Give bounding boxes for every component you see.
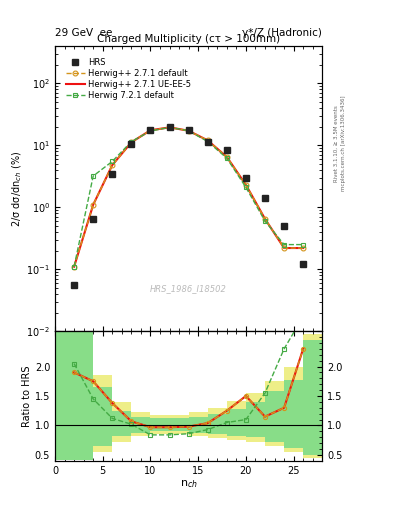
Herwig 7.2.1 default [244,184,248,190]
Herwig 7.2.1 default [110,158,115,164]
Herwig 7.2.1 default [129,139,134,145]
Herwig++ 2.7.1 default [72,264,77,270]
Herwig++ 2.7.1 UE-EE-5 [263,216,267,222]
HRS [91,216,95,222]
HRS [167,123,172,130]
Herwig++ 2.7.1 UE-EE-5 [224,154,229,160]
HRS [206,139,210,145]
Herwig 7.2.1 default [167,124,172,131]
Text: γ*/Z (Hadronic): γ*/Z (Hadronic) [242,28,322,38]
Herwig++ 2.7.1 default [244,182,248,188]
Herwig++ 2.7.1 UE-EE-5 [167,124,172,131]
Herwig 7.2.1 default [206,139,210,145]
Herwig++ 2.7.1 UE-EE-5 [110,162,115,168]
Herwig 7.2.1 default [301,242,305,248]
HRS [244,175,248,181]
HRS [301,261,305,267]
Herwig++ 2.7.1 UE-EE-5 [206,137,210,143]
Herwig++ 2.7.1 default [129,139,134,145]
Line: HRS: HRS [72,124,306,288]
Legend: HRS, Herwig++ 2.7.1 default, Herwig++ 2.7.1 UE-EE-5, Herwig 7.2.1 default: HRS, Herwig++ 2.7.1 default, Herwig++ 2.… [64,56,193,101]
Line: Herwig 7.2.1 default: Herwig 7.2.1 default [72,125,306,269]
Herwig++ 2.7.1 UE-EE-5 [129,139,134,145]
Herwig 7.2.1 default [186,127,191,134]
Herwig++ 2.7.1 UE-EE-5 [72,264,77,270]
Herwig++ 2.7.1 default [263,216,267,222]
HRS [72,282,77,288]
Herwig++ 2.7.1 default [301,245,305,251]
Herwig++ 2.7.1 UE-EE-5 [244,182,248,188]
Line: Herwig++ 2.7.1 UE-EE-5: Herwig++ 2.7.1 UE-EE-5 [74,127,303,267]
HRS [263,195,267,201]
Title: Charged Multiplicity (cτ > 100mm): Charged Multiplicity (cτ > 100mm) [97,34,280,44]
Herwig++ 2.7.1 UE-EE-5 [186,127,191,134]
Herwig 7.2.1 default [72,264,77,270]
HRS [224,146,229,153]
Herwig++ 2.7.1 default [91,202,95,208]
Herwig 7.2.1 default [263,218,267,224]
Herwig++ 2.7.1 UE-EE-5 [301,245,305,251]
Y-axis label: 2/σ dσ/dn$_{ch}$ (%): 2/σ dσ/dn$_{ch}$ (%) [10,151,24,227]
HRS [129,141,134,147]
Text: Rivet 3.1.10, ≥ 3.5M events: Rivet 3.1.10, ≥ 3.5M events [334,105,338,182]
Herwig++ 2.7.1 default [186,127,191,134]
Herwig++ 2.7.1 UE-EE-5 [282,245,286,251]
Herwig 7.2.1 default [148,128,153,134]
HRS [282,223,286,229]
Herwig++ 2.7.1 UE-EE-5 [148,127,153,133]
Text: mcplots.cern.ch [arXiv:1306.3436]: mcplots.cern.ch [arXiv:1306.3436] [342,96,346,191]
HRS [148,126,153,133]
Herwig++ 2.7.1 default [167,124,172,131]
Herwig 7.2.1 default [282,242,286,248]
X-axis label: n$_{ch}$: n$_{ch}$ [180,478,198,490]
Line: Herwig++ 2.7.1 default: Herwig++ 2.7.1 default [72,125,306,269]
HRS [186,127,191,133]
Herwig++ 2.7.1 default [206,137,210,143]
Text: 29 GeV  ee: 29 GeV ee [55,28,112,38]
Y-axis label: Ratio to HRS: Ratio to HRS [22,365,32,426]
Herwig 7.2.1 default [224,155,229,161]
Herwig++ 2.7.1 default [282,245,286,251]
Herwig++ 2.7.1 default [110,162,115,168]
Herwig++ 2.7.1 default [148,127,153,133]
Herwig++ 2.7.1 UE-EE-5 [91,202,95,208]
HRS [110,170,115,177]
Text: HRS_1986_I18502: HRS_1986_I18502 [150,284,227,293]
Herwig++ 2.7.1 default [224,154,229,160]
Herwig 7.2.1 default [91,173,95,179]
